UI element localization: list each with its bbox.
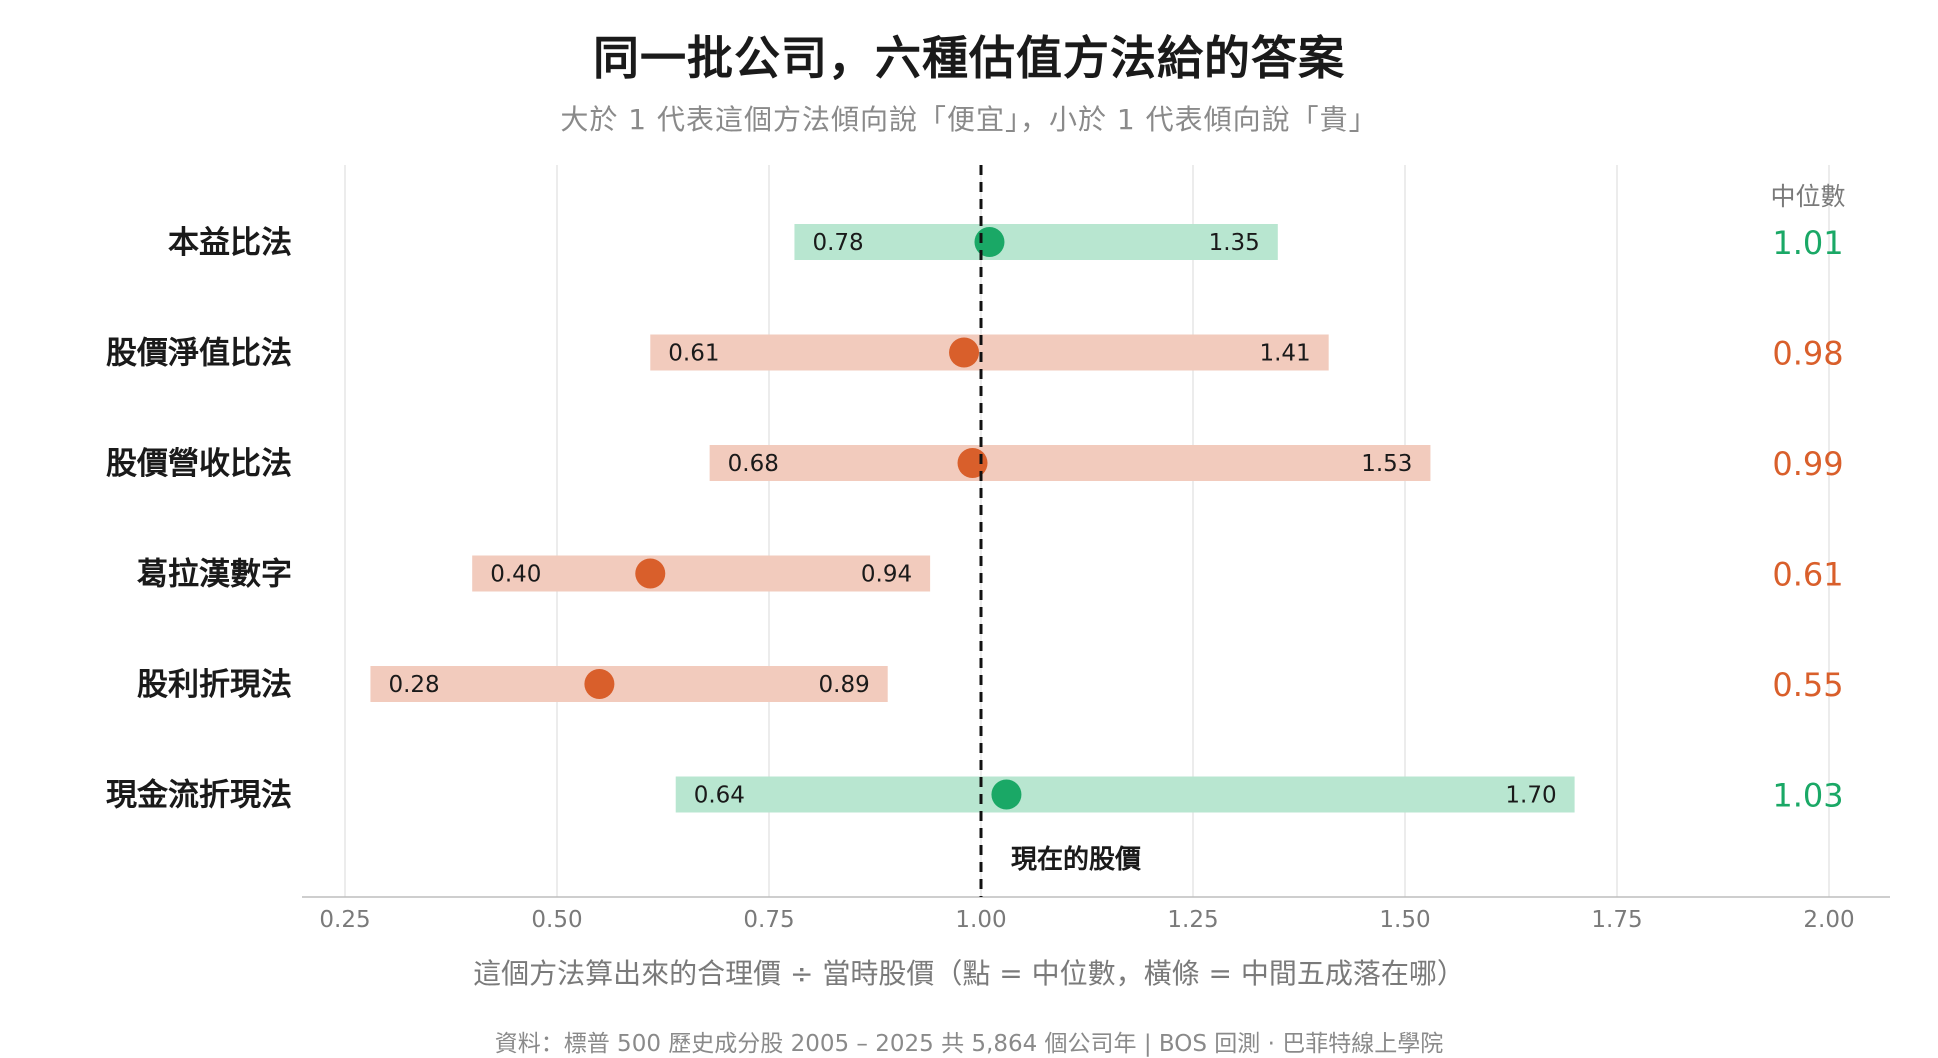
range-bar (675, 776, 1575, 813)
chart-title: 同一批公司，六種估值方法給的答案 (593, 31, 1345, 85)
range-bar (472, 555, 931, 592)
range-high-label: 1.70 (1505, 783, 1556, 809)
x-tick-label: 0.25 (319, 907, 370, 933)
range-bar (370, 666, 888, 702)
x-tick-label: 2.00 (1803, 907, 1854, 933)
median-value: 1.01 (1772, 224, 1843, 262)
median-header: 中位數 (1770, 182, 1845, 211)
x-tick-label: 1.75 (1591, 907, 1642, 933)
range-bar (709, 445, 1431, 481)
range-low-label: 0.68 (728, 451, 779, 477)
x-tick-label: 1.50 (1379, 907, 1430, 933)
category-label: 股價營收比法 (106, 446, 292, 482)
range-bar (650, 334, 1329, 371)
range-low-label: 0.40 (490, 562, 541, 588)
category-label: 股利折現法 (137, 667, 292, 703)
median-dot (957, 448, 988, 478)
median-dot (949, 337, 980, 368)
range-low-label: 0.61 (668, 341, 719, 367)
x-tick-label: 0.50 (531, 907, 582, 933)
median-dot (584, 669, 615, 699)
category-label: 葛拉漢數字 (137, 557, 292, 593)
category-label: 本益比法 (168, 225, 292, 261)
median-dot (991, 779, 1022, 810)
median-dot (974, 227, 1005, 257)
range-high-label: 0.94 (861, 562, 912, 588)
range-low-label: 0.78 (812, 230, 863, 256)
median-value: 0.99 (1772, 445, 1843, 483)
range-high-label: 0.89 (819, 672, 870, 698)
median-value: 0.98 (1772, 335, 1843, 373)
category-label: 股價淨值比法 (106, 336, 292, 372)
median-value: 0.55 (1772, 666, 1843, 704)
range-high-label: 1.53 (1361, 451, 1412, 477)
range-high-label: 1.41 (1259, 341, 1310, 367)
x-tick-label: 0.75 (743, 907, 794, 933)
chart-subtitle: 大於 1 代表這個方法傾向說「便宜」，小於 1 代表傾向說「貴」 (560, 103, 1378, 136)
x-tick-label: 1.25 (1167, 907, 1218, 933)
range-low-label: 0.28 (388, 672, 439, 698)
x-axis-title: 這個方法算出來的合理價 ÷ 當時股價（點 = 中位數，橫條 = 中間五成落在哪） (473, 957, 1465, 990)
category-label: 現金流折現法 (106, 778, 292, 814)
range-low-label: 0.64 (694, 783, 745, 809)
median-dot (635, 558, 666, 589)
median-value: 0.61 (1772, 556, 1843, 594)
source-note: 資料：標普 500 歷史成分股 2005 – 2025 共 5,864 個公司年… (494, 1031, 1444, 1057)
range-bar (794, 224, 1278, 260)
x-tick-label: 1.00 (955, 907, 1006, 933)
median-value: 1.03 (1772, 777, 1843, 815)
range-high-label: 1.35 (1209, 230, 1260, 256)
reference-line-label: 現在的股價 (1011, 844, 1142, 875)
